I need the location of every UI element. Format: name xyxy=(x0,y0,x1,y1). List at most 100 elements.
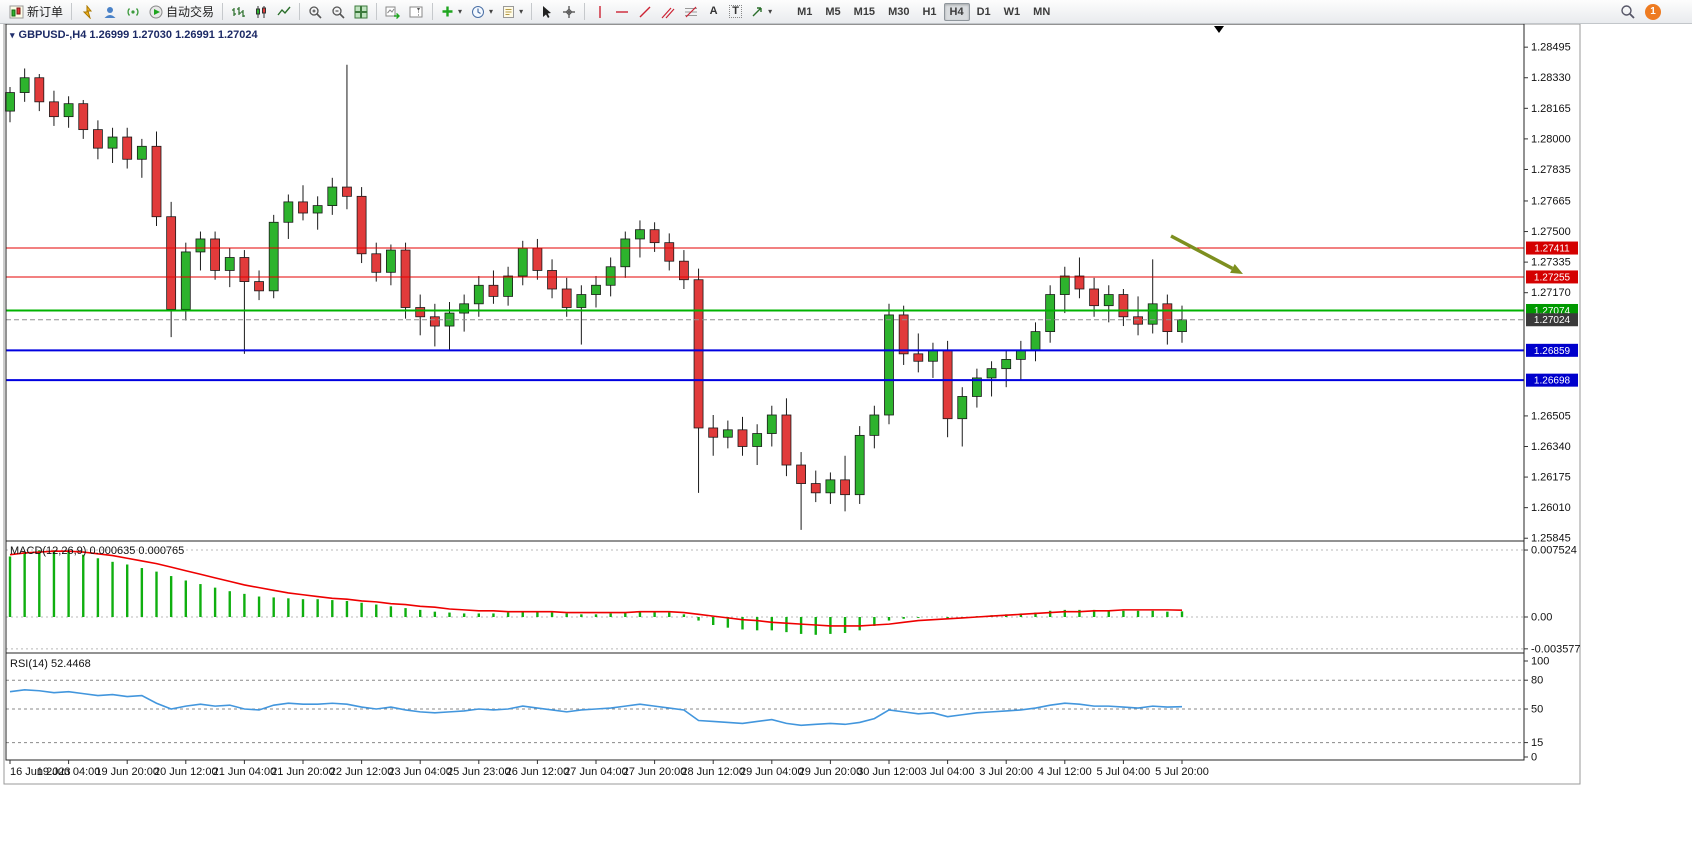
indicators-button[interactable]: ▾ xyxy=(437,1,466,22)
macd-indicator-label: MACD(12,26,9) 0.000635 0.000765 xyxy=(10,545,185,557)
svg-text:19 Jun 20:00: 19 Jun 20:00 xyxy=(95,766,159,778)
metaeditor-button[interactable] xyxy=(76,1,98,22)
timeframe-button-W1[interactable]: W1 xyxy=(1003,5,1021,18)
svg-text:3 Jul 04:00: 3 Jul 04:00 xyxy=(921,766,975,778)
timeframe-button-M15[interactable]: M15 xyxy=(853,5,876,18)
notification-badge[interactable]: 1 xyxy=(1645,3,1661,20)
crosshair-button[interactable] xyxy=(558,1,580,22)
svg-text:21 Jun 04:00: 21 Jun 04:00 xyxy=(213,766,277,778)
new-order-button[interactable]: 新订单 xyxy=(5,1,67,22)
search-button[interactable] xyxy=(1616,1,1639,22)
svg-text:1.28000: 1.28000 xyxy=(1531,133,1571,145)
trendline-icon xyxy=(639,6,651,17)
separator xyxy=(531,3,533,20)
template-icon xyxy=(503,5,515,18)
svg-text:1.27665: 1.27665 xyxy=(1531,195,1571,207)
periods-button[interactable]: ▾ xyxy=(467,1,497,22)
svg-text:1.26698: 1.26698 xyxy=(1534,376,1571,387)
separator xyxy=(299,3,301,20)
svg-text:1.26010: 1.26010 xyxy=(1531,502,1571,514)
chart-shift-icon xyxy=(409,6,423,17)
bar-chart-button[interactable] xyxy=(227,1,249,22)
channel-button[interactable] xyxy=(657,1,679,22)
timeframe-button-D1[interactable]: D1 xyxy=(976,5,991,18)
auto-scroll-icon xyxy=(385,6,401,19)
svg-text:16 Jun 2023: 16 Jun 2023 xyxy=(10,766,71,778)
cursor-icon xyxy=(543,5,552,18)
arrows-tool-icon xyxy=(752,7,762,17)
caret-down-icon: ▾ xyxy=(768,7,773,16)
svg-text:1.26505: 1.26505 xyxy=(1531,410,1571,422)
crosshair-icon xyxy=(563,5,576,18)
rsi-indicator-label: RSI(14) 52.4468 xyxy=(10,658,91,670)
line-chart-icon xyxy=(277,6,291,15)
clock-icon xyxy=(472,5,485,18)
svg-text:5 Jul 04:00: 5 Jul 04:00 xyxy=(1096,766,1150,778)
vertical-line-icon xyxy=(598,5,601,18)
news-broadcast-icon xyxy=(127,7,139,16)
timeframe-button-M1[interactable]: M1 xyxy=(797,5,813,18)
community-button[interactable] xyxy=(99,1,121,22)
horizontal-levels-layer[interactable] xyxy=(6,247,1524,382)
chart-title[interactable]: ▾ GBPUSD-,H4 1.26999 1.27030 1.26991 1.2… xyxy=(10,29,258,41)
svg-text:29 Jun 04:00: 29 Jun 04:00 xyxy=(740,766,804,778)
svg-text:27 Jun 20:00: 27 Jun 20:00 xyxy=(623,766,687,778)
metaeditor-icon xyxy=(82,4,93,19)
fibonacci-button[interactable] xyxy=(680,1,702,22)
templates-button[interactable]: ▾ xyxy=(498,1,527,22)
tile-windows-button[interactable] xyxy=(350,1,372,22)
label-tool-button[interactable]: T xyxy=(725,1,746,22)
candlestick-chart-button[interactable] xyxy=(250,1,272,22)
trendline-button[interactable] xyxy=(634,1,656,22)
svg-text:1.28330: 1.28330 xyxy=(1531,72,1571,84)
svg-text:4 Jul 12:00: 4 Jul 12:00 xyxy=(1038,766,1092,778)
zoom-out-button[interactable] xyxy=(327,1,349,22)
text-tool-button[interactable]: A xyxy=(703,1,724,22)
svg-text:1.28495: 1.28495 xyxy=(1531,42,1571,54)
macd-pane xyxy=(6,549,1524,650)
timeframe-button-H1[interactable]: H1 xyxy=(922,5,937,18)
svg-text:20 Jun 12:00: 20 Jun 12:00 xyxy=(154,766,218,778)
separator xyxy=(584,3,586,20)
svg-text:15: 15 xyxy=(1531,737,1543,749)
autotrading-label: 自动交易 xyxy=(166,5,215,19)
chart-shift-button[interactable] xyxy=(405,1,428,22)
svg-text:27 Jun 04:00: 27 Jun 04:00 xyxy=(564,766,628,778)
autotrading-button[interactable]: 自动交易 xyxy=(145,1,218,22)
separator xyxy=(376,3,378,20)
arrows-tool-button[interactable]: ▾ xyxy=(747,1,776,22)
price-axis: 1.28495 1.28330 1.28165 1.28000 1.27835 1.276… xyxy=(1524,42,1581,764)
horizontal-line-button[interactable] xyxy=(611,1,633,22)
svg-text:1.28165: 1.28165 xyxy=(1531,103,1571,115)
svg-text:29 Jun 20:00: 29 Jun 20:00 xyxy=(799,766,863,778)
svg-text:1.27074: 1.27074 xyxy=(1534,306,1571,317)
autotrading-icon xyxy=(149,5,163,18)
timeframe-button-M5[interactable]: M5 xyxy=(825,5,841,18)
line-chart-button[interactable] xyxy=(273,1,295,22)
trend-arrow-annotation[interactable] xyxy=(1170,234,1243,274)
timeframe-button-MN[interactable]: MN xyxy=(1033,5,1051,18)
svg-text:0.007524: 0.007524 xyxy=(1531,545,1577,557)
svg-text:1.27835: 1.27835 xyxy=(1531,164,1571,176)
zoom-out-icon xyxy=(332,5,345,19)
svg-text:19 Jun 04:00: 19 Jun 04:00 xyxy=(37,766,101,778)
rsi-pane xyxy=(6,679,1524,744)
zoom-in-button[interactable] xyxy=(304,1,326,22)
bar-chart-icon xyxy=(232,6,246,17)
separator xyxy=(222,3,224,20)
channel-icon xyxy=(661,7,675,18)
news-button[interactable] xyxy=(122,1,144,22)
horizontal-line-icon xyxy=(616,10,629,13)
svg-text:1.27411: 1.27411 xyxy=(1534,244,1570,255)
caret-down-icon: ▾ xyxy=(458,7,463,16)
timeframe-button-M30[interactable]: M30 xyxy=(888,5,910,18)
chart-collapse-icon[interactable]: ▾ xyxy=(10,29,15,40)
svg-text:1.26859: 1.26859 xyxy=(1534,346,1571,357)
auto-scroll-button[interactable] xyxy=(381,1,404,22)
timeframe-button-H4[interactable]: H4 xyxy=(943,2,970,21)
vertical-line-button[interactable] xyxy=(589,1,610,22)
cursor-button[interactable] xyxy=(536,1,557,22)
